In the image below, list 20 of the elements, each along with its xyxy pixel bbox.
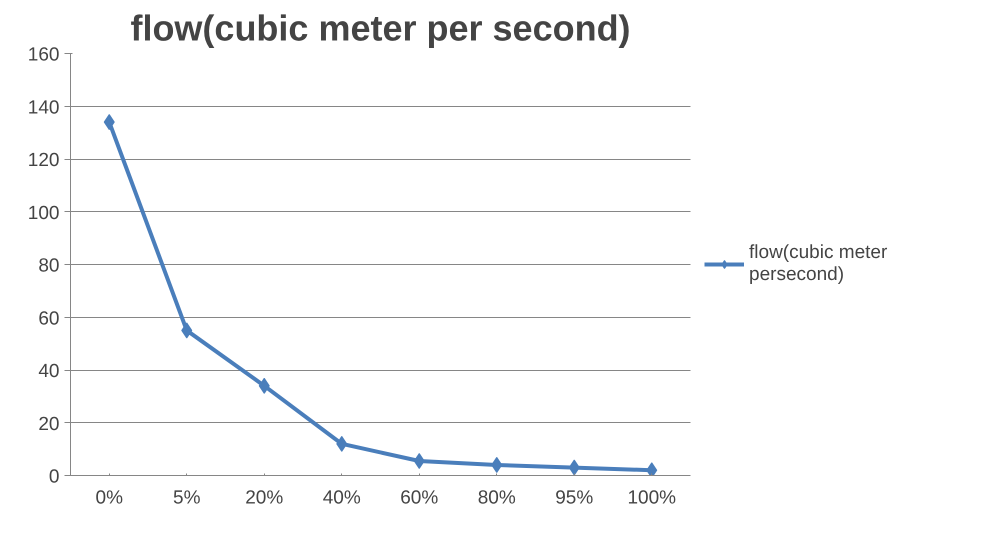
y-tick-label: 160	[28, 44, 60, 66]
x-tick-label: 60%	[400, 488, 438, 508]
y-tick-label: 40	[38, 361, 60, 382]
point	[568, 460, 580, 476]
x-tick-label: 80%	[478, 488, 516, 508]
x-tick-label: 20%	[245, 488, 284, 508]
x-tick-label: 5%	[173, 488, 201, 508]
y-tick-label: 60	[38, 308, 60, 330]
y-tick-label: 140	[28, 97, 60, 118]
y-tick-label: 100	[28, 202, 60, 224]
x-tick-label: 40%	[322, 488, 361, 508]
y-tick-label: 80	[38, 256, 60, 276]
x-tick-label: 100%	[627, 488, 676, 508]
legend-label: flow(cubic meter persecond)	[749, 242, 888, 286]
y-tick-label: 0	[48, 466, 60, 488]
x-tick-label: 95%	[555, 488, 594, 508]
chart-title: flow(cubic meter per second)	[130, 8, 631, 48]
y-tick-label: 20	[38, 414, 60, 435]
x-tick-label: 0%	[96, 488, 124, 508]
y-tick-label: 120	[28, 150, 60, 171]
